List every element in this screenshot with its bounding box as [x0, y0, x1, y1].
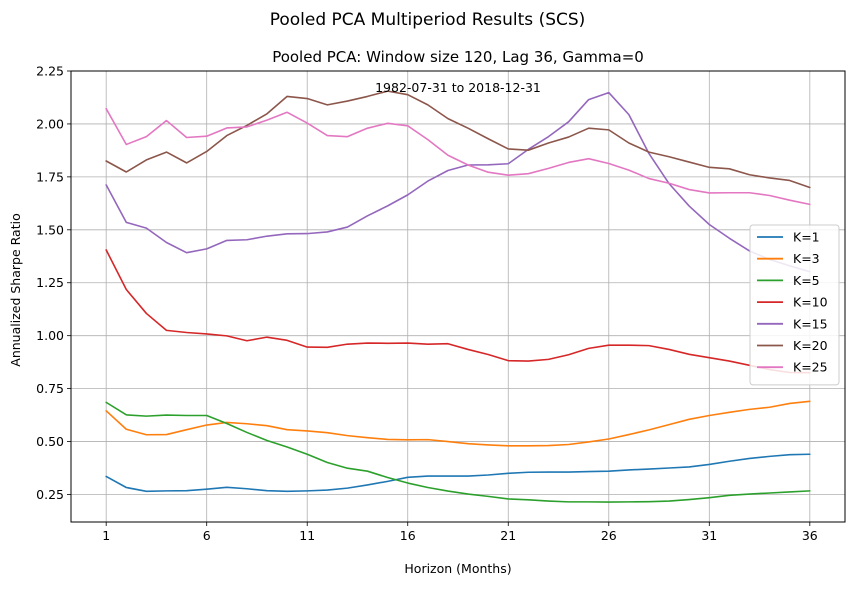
x-tick-label: 31 — [701, 528, 717, 543]
series-line-k1 — [105, 453, 811, 493]
y-tick-label: 0.25 — [36, 487, 64, 502]
y-tick-label: 0.50 — [36, 434, 64, 449]
legend-label-k25: K=25 — [793, 360, 828, 375]
legend-label-k3: K=3 — [793, 251, 820, 266]
series-line-k15 — [105, 91, 811, 273]
legend-label-k5: K=5 — [793, 273, 820, 288]
x-tick-label: 36 — [802, 528, 818, 543]
date-range-annotation: 1982-07-31 to 2018-12-31 — [375, 80, 541, 95]
series-line-k5 — [105, 401, 811, 503]
chart-title: Pooled PCA: Window size 120, Lag 36, Gam… — [272, 48, 644, 66]
y-tick-label: 1.50 — [36, 222, 64, 237]
series-lines — [105, 90, 811, 503]
y-tick-label: 1.25 — [36, 275, 64, 290]
y-tick-label: 1.75 — [36, 169, 64, 184]
y-tick-label: 2.25 — [36, 64, 64, 79]
y-axis-label: Annualized Sharpe Ratio — [8, 213, 23, 366]
figure-suptitle: Pooled PCA Multiperiod Results (SCS) — [270, 10, 586, 30]
x-tick-label: 16 — [400, 528, 416, 543]
x-tick-label: 6 — [203, 528, 211, 543]
legend: K=1 K=3 K=5 K=10 K=15 K=20 K=25 — [749, 224, 840, 386]
y-tick-label: 2.00 — [36, 116, 64, 131]
legend-label-k20: K=20 — [793, 338, 828, 353]
x-tick-label: 1 — [102, 528, 110, 543]
legend-label-k1: K=1 — [793, 230, 820, 245]
x-ticks: 1 6 11 16 21 26 31 36 — [102, 522, 818, 543]
x-axis-label: Horizon (Months) — [404, 561, 511, 576]
grid — [71, 70, 845, 522]
y-tick-label: 0.75 — [36, 381, 64, 396]
x-tick-label: 11 — [299, 528, 315, 543]
series-line-k10 — [105, 249, 811, 374]
plot-area: 1 6 11 16 21 26 31 36 0.250.500.751.001.251.501… — [36, 64, 846, 543]
legend-label-k15: K=15 — [793, 316, 828, 331]
x-tick-label: 26 — [601, 528, 617, 543]
series-line-k20 — [105, 90, 811, 189]
series-line-k25 — [105, 107, 811, 206]
x-tick-label: 21 — [500, 528, 516, 543]
y-tick-label: 1.00 — [36, 328, 64, 343]
y-ticks: 0.25 0.50 0.75 1.00 1.25 1.50 1.75 2.00 2.25 — [36, 64, 71, 502]
legend-label-k10: K=10 — [793, 295, 828, 310]
axes-frame — [70, 70, 846, 523]
